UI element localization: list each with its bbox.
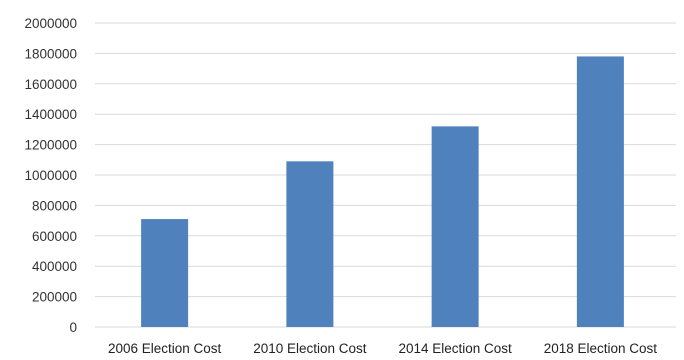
bar (576, 56, 624, 327)
bar (431, 126, 479, 327)
y-tick-label: 0 (69, 320, 77, 335)
gridlines (95, 22, 676, 328)
x-tick-label: 2014 Election Cost (398, 341, 512, 356)
y-tick-label: 1400000 (24, 107, 77, 122)
bar (141, 219, 189, 327)
x-tick-label: 2006 Election Cost (108, 341, 222, 356)
bar (286, 161, 334, 327)
bars (141, 56, 624, 327)
y-tick-label: 200000 (32, 290, 77, 305)
x-tick-label: 2018 Election Cost (544, 341, 658, 356)
y-tick-label: 1200000 (24, 138, 77, 153)
y-tick-label: 600000 (32, 229, 77, 244)
y-axis-tick-labels: 0 200000 400000 600000 800000 1000000 1200000 1… (24, 16, 77, 335)
y-tick-label: 1600000 (24, 77, 77, 92)
x-tick-label: 2010 Election Cost (253, 341, 367, 356)
y-tick-label: 2000000 (24, 16, 77, 31)
y-tick-label: 1800000 (24, 46, 77, 61)
y-tick-label: 800000 (32, 198, 77, 213)
x-axis-tick-labels: 2006 Election Cost 2010 Election Cost 2014… (108, 341, 657, 356)
y-tick-label: 1000000 (24, 168, 77, 183)
y-tick-label: 400000 (32, 259, 77, 274)
